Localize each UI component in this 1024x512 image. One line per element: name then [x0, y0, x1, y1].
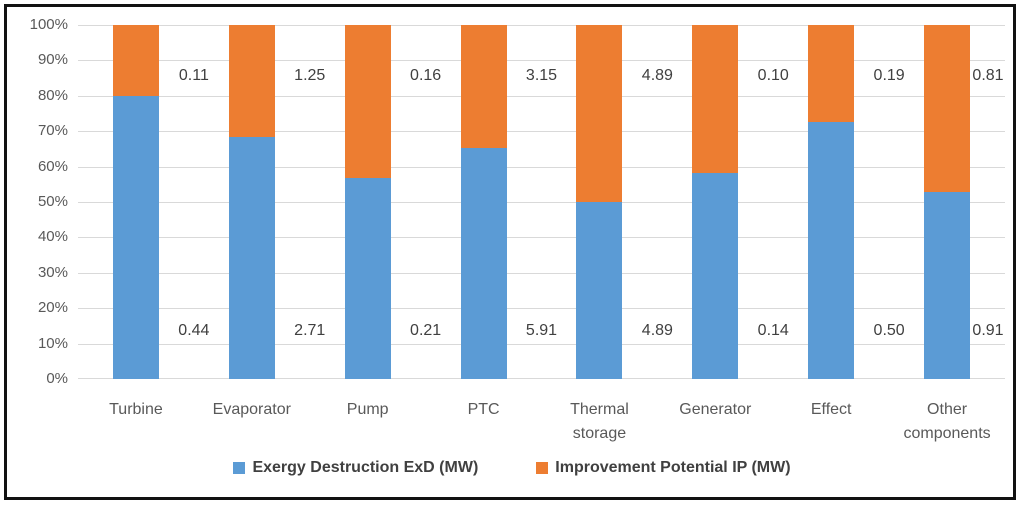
data-label-exd: 4.89 — [641, 321, 673, 339]
stacked-bar — [692, 25, 739, 379]
x-axis-category-label: Thermal storage — [542, 398, 658, 446]
bar-slot — [194, 25, 310, 379]
legend-item-exd: Exergy Destruction ExD (MW) — [233, 459, 478, 477]
gridline — [78, 237, 1005, 239]
y-tick-label: 70% — [37, 122, 68, 140]
stacked-bar — [924, 25, 971, 379]
bar-slot — [426, 25, 542, 379]
bar-slot — [889, 25, 1005, 379]
data-label-ip: 0.11 — [178, 66, 209, 84]
legend-label-ip: Improvement Potential IP (MW) — [555, 459, 791, 476]
bar-segment-ip — [924, 25, 971, 192]
bar-segment-exd — [924, 191, 971, 379]
data-label-ip: 0.16 — [410, 66, 442, 84]
x-axis-category-text: Evaporator — [212, 401, 291, 418]
x-axis-category-label: Generator — [657, 398, 773, 446]
bar-segment-exd — [228, 136, 275, 379]
bar-slot — [310, 25, 426, 379]
bar-segment-ip — [808, 25, 855, 123]
data-label-ip: 4.89 — [641, 66, 673, 84]
stacked-bar — [808, 25, 855, 379]
y-tick-label: 90% — [37, 51, 68, 69]
data-label-ip: 1.25 — [294, 66, 326, 84]
x-axis-category-text: Pump — [346, 401, 389, 418]
bar-slot — [773, 25, 889, 379]
bar-segment-ip — [460, 25, 507, 149]
bar-segment-exd — [808, 122, 855, 379]
y-tick-label: 20% — [37, 299, 68, 317]
data-label-ip: 0.81 — [972, 66, 1004, 84]
chart-border — [4, 4, 1016, 500]
gridline — [78, 308, 1005, 310]
legend-swatch-ip-icon — [536, 462, 549, 474]
y-tick-label: 60% — [37, 157, 68, 175]
data-label-ip: 0.19 — [873, 66, 905, 84]
bar-segment-exd — [344, 178, 391, 379]
gridline — [78, 60, 1005, 62]
x-axis-category-text: Thermal storage — [570, 401, 629, 442]
x-axis-category-text: Other components — [903, 401, 991, 442]
bar-segment-ip — [692, 25, 739, 173]
x-axis-labels: Turbine Evaporator Pump PTC Thermal storage G… — [78, 398, 1005, 446]
data-label-exd: 5.91 — [525, 321, 558, 339]
legend-swatch-exd-icon — [233, 462, 246, 474]
data-label-exd: 0.14 — [757, 321, 789, 339]
data-label-exd: 0.21 — [410, 321, 442, 339]
stacked-bar — [228, 25, 275, 379]
y-axis: 100% 90% 80% 70% 60% 50% 40% 30% 20% 10% 0% — [0, 16, 68, 387]
legend-label-exd: Exergy Destruction ExD (MW) — [252, 459, 479, 476]
stacked-bar — [576, 25, 623, 379]
y-tick-label: 50% — [37, 193, 68, 210]
x-axis-category-label: Turbine — [78, 398, 194, 446]
bar-slot — [542, 25, 658, 379]
bar-segment-ip — [112, 25, 159, 96]
y-tick-label: 0% — [46, 370, 68, 387]
y-tick-label: 30% — [37, 263, 68, 281]
bar-segment-ip — [344, 25, 391, 179]
x-axis-category-label: Effect — [773, 398, 889, 446]
bar-segment-ip — [576, 25, 623, 202]
bar-segment-exd — [692, 172, 739, 379]
data-label-exd: 0.50 — [873, 321, 905, 339]
bar-slot — [657, 25, 773, 379]
stacked-bar — [344, 25, 391, 379]
data-label-exd: 2.71 — [294, 321, 326, 339]
gridline — [78, 378, 1005, 379]
y-tick-label: 100% — [29, 16, 68, 33]
gridline — [78, 131, 1005, 133]
bar-segment-ip — [228, 25, 275, 137]
x-axis-category-text: Generator — [679, 401, 752, 418]
y-tick-label: 10% — [37, 334, 68, 352]
data-label-ip: 0.10 — [757, 66, 789, 84]
y-tick-label: 80% — [37, 86, 68, 104]
bar-segment-exd — [460, 148, 507, 379]
stacked-bar — [460, 25, 507, 379]
bar-slot — [78, 25, 194, 379]
x-axis-category-label: Evaporator — [194, 398, 310, 446]
x-axis-category-label: Other components — [889, 398, 1005, 446]
plot-area: 0.11 0.44 1.25 2.71 0.16 0.21 3.15 5.91 4.89 4.89… — [78, 25, 1005, 379]
gridline — [78, 25, 1005, 26]
gridline — [78, 202, 1005, 203]
bar-segment-exd — [112, 95, 159, 379]
stacked-bar — [112, 25, 159, 379]
gridline — [78, 272, 1005, 274]
data-label-ip: 3.15 — [525, 66, 558, 84]
x-axis-category-text: Turbine — [109, 401, 163, 418]
legend: Exergy Destruction ExD (MW) Improvement … — [0, 456, 1024, 480]
x-axis-category-label: Pump — [310, 398, 426, 446]
gridline — [78, 343, 1005, 345]
y-tick-label: 40% — [37, 228, 68, 246]
x-axis-category-label: PTC — [426, 398, 542, 446]
data-label-exd: 0.91 — [972, 321, 1004, 339]
gridline — [78, 166, 1005, 168]
x-axis-category-text: Effect — [810, 401, 852, 418]
data-label-exd: 0.44 — [178, 321, 210, 339]
bar-segment-exd — [576, 202, 623, 379]
legend-item-ip: Improvement Potential IP (MW) — [536, 459, 791, 477]
x-axis-category-text: PTC — [467, 401, 500, 418]
gridline — [78, 95, 1005, 97]
